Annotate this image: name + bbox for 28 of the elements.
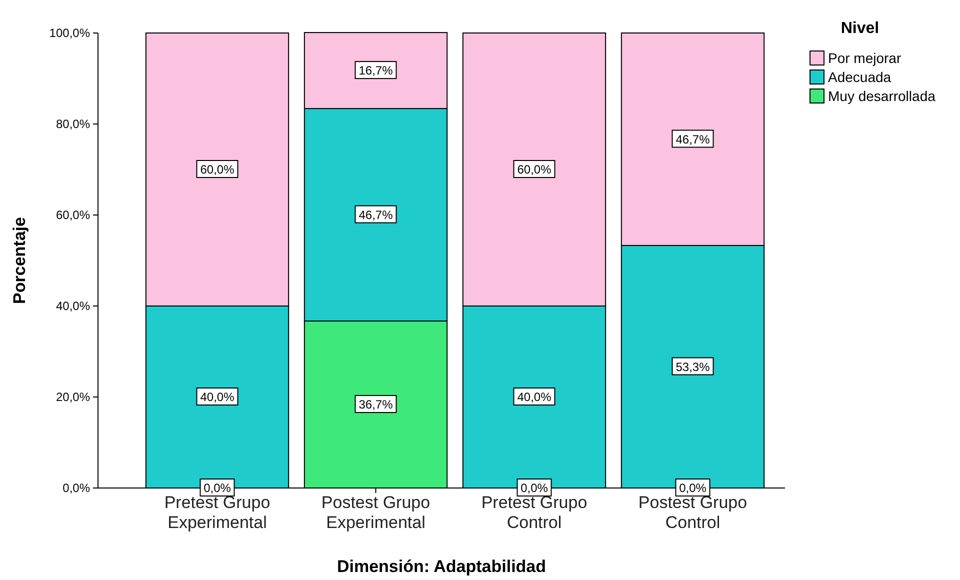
y-tick-label: 20,0%	[56, 390, 90, 404]
data-label: 60,0%	[517, 162, 552, 177]
x-axis-title: Dimensión: Adaptabilidad	[336, 557, 546, 576]
legend-label: Por mejorar	[828, 50, 902, 66]
legend-title: Nivel	[840, 20, 880, 37]
legend-label: Adecuada	[828, 68, 892, 85]
data-label: 16,7%	[358, 64, 394, 78]
legend-label: Muy desarrollada	[828, 88, 936, 104]
y-tick-label: 100,0%	[49, 26, 90, 40]
y-tick-label: 40,0%	[56, 299, 90, 314]
data-label: 46,7%	[676, 132, 710, 146]
data-label: 46,7%	[358, 208, 394, 222]
data-label: 0,0%	[679, 481, 707, 496]
x-tick-label: Postest Grupo Control	[638, 493, 748, 532]
x-tick-label: Pretest Grupo Experimental	[164, 493, 270, 532]
y-tick-label: 60,0%	[56, 208, 90, 222]
data-label: 53,3%	[676, 360, 710, 374]
x-tick-label: Postest Grupo Experimental	[321, 493, 430, 532]
data-label: 36,7%	[358, 398, 394, 412]
data-label: 60,0%	[200, 162, 235, 177]
data-label: 40,0%	[517, 390, 552, 404]
y-tick-label: 80,0%	[56, 117, 90, 132]
data-label: 0,0%	[204, 481, 232, 496]
x-tick-label: Pretest Grupo Control	[481, 493, 588, 532]
data-label: 40,0%	[200, 390, 235, 404]
y-tick-label: 0,0%	[62, 481, 90, 496]
data-label: 0,0%	[520, 481, 548, 496]
y-axis-title: Porcentaje	[10, 217, 29, 304]
